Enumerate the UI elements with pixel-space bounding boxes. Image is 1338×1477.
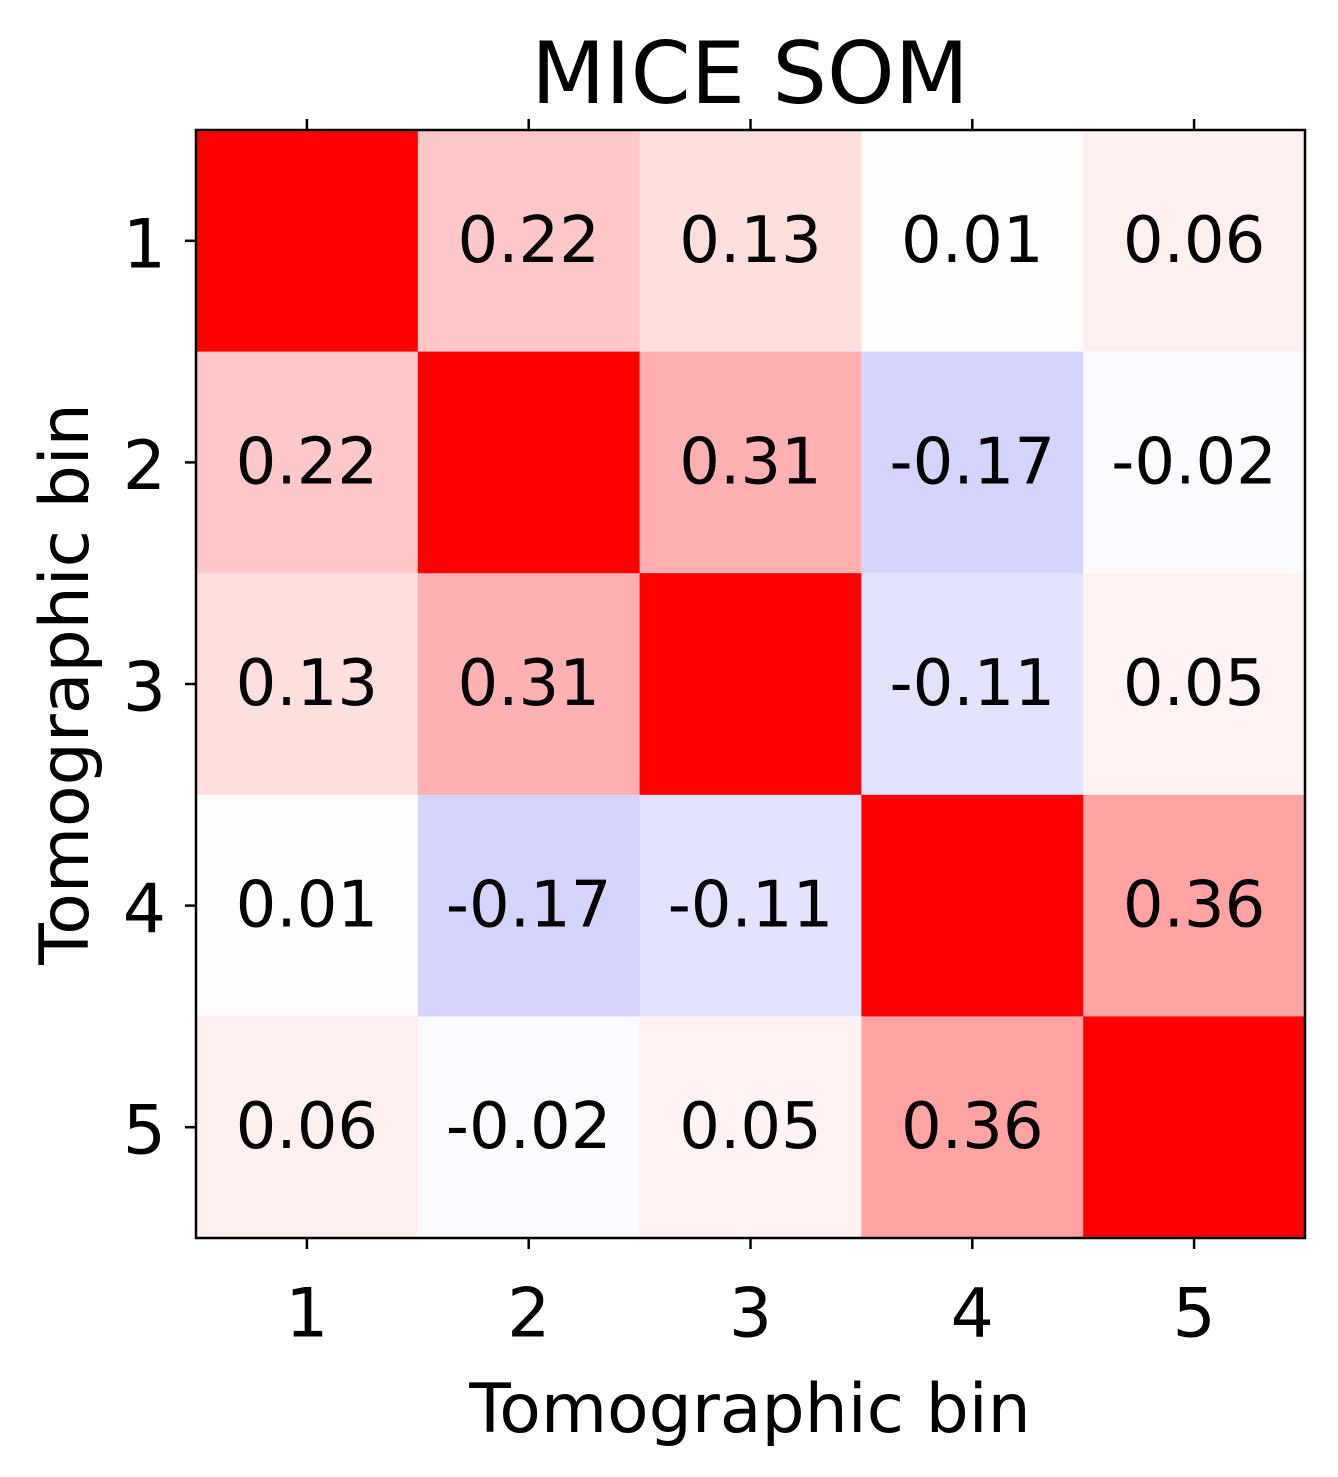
x-tick-label: 2 bbox=[507, 1275, 550, 1354]
y-tick-label: 4 bbox=[123, 870, 166, 949]
cell-value-label: 0.05 bbox=[1123, 647, 1266, 721]
heatmap-cell-1-1 bbox=[196, 130, 419, 353]
heatmap-cells: 0.22 0.13 0.01 0.06 0.22 0.31 -0.17 -0.02 0.13 0.… bbox=[196, 130, 1306, 1239]
heatmap-cell-1-2 bbox=[417, 130, 641, 353]
x-tick-label: 5 bbox=[1172, 1275, 1215, 1354]
cell-value-label: 0.13 bbox=[236, 647, 379, 721]
heatmap-cell-2-1 bbox=[196, 351, 419, 574]
heatmap-cell-1-4 bbox=[861, 130, 1084, 353]
cell-value-label: -0.02 bbox=[446, 1090, 612, 1164]
cell-value-label: 0.36 bbox=[901, 1090, 1044, 1164]
heatmap-cell-2-3 bbox=[639, 351, 862, 574]
chart-title: MICE SOM bbox=[531, 24, 969, 124]
cell-value-label: 0.31 bbox=[457, 647, 600, 721]
cell-value-label: 0.36 bbox=[1123, 869, 1266, 943]
heatmap-cell-4-2 bbox=[417, 794, 641, 1017]
heatmap-cell-5-2 bbox=[417, 1016, 641, 1239]
heatmap-cell-4-5 bbox=[1083, 794, 1306, 1017]
heatmap-cell-3-3 bbox=[639, 573, 862, 796]
cell-value-label: -0.02 bbox=[1111, 425, 1277, 499]
heatmap-cell-5-3 bbox=[639, 1016, 862, 1239]
cell-value-label: 0.01 bbox=[901, 204, 1044, 278]
heatmap-cell-2-4 bbox=[861, 351, 1084, 574]
heatmap-cell-4-1 bbox=[196, 794, 419, 1017]
y-tick-label: 2 bbox=[123, 427, 166, 506]
cell-value-label: -0.17 bbox=[890, 425, 1056, 499]
heatmap-cell-1-5 bbox=[1083, 130, 1306, 353]
cell-value-label: -0.17 bbox=[446, 869, 612, 943]
heatmap-cell-3-2 bbox=[417, 573, 641, 796]
x-axis-label: Tomographic bin bbox=[468, 1370, 1031, 1449]
x-tick-label: 1 bbox=[285, 1275, 328, 1354]
x-tick-label: 3 bbox=[729, 1275, 772, 1354]
heatmap-cell-2-5 bbox=[1083, 351, 1306, 574]
cell-value-label: 0.06 bbox=[236, 1090, 379, 1164]
cell-value-label: 0.22 bbox=[236, 425, 379, 499]
x-tick-label: 4 bbox=[951, 1275, 994, 1354]
cell-value-label: -0.11 bbox=[668, 869, 834, 943]
cell-value-label: 0.01 bbox=[236, 869, 379, 943]
heatmap-cell-3-1 bbox=[196, 573, 419, 796]
heatmap-cell-3-4 bbox=[861, 573, 1084, 796]
heatmap-cell-4-3 bbox=[639, 794, 862, 1017]
heatmap-cell-3-5 bbox=[1083, 573, 1306, 796]
axis-ticks: 1 2 3 4 5 1 2 3 4 5 bbox=[123, 119, 1216, 1354]
cell-value-label: 0.13 bbox=[679, 204, 822, 278]
heatmap-cell-5-5 bbox=[1083, 1016, 1306, 1239]
y-axis-label: Tomographic bin bbox=[26, 403, 105, 966]
heatmap-cell-5-1 bbox=[196, 1016, 419, 1239]
heatmap-cell-1-3 bbox=[639, 130, 862, 353]
y-tick-label: 1 bbox=[123, 205, 166, 284]
cell-value-label: 0.31 bbox=[679, 425, 822, 499]
y-tick-label: 5 bbox=[123, 1092, 166, 1171]
heatmap-cell-2-2 bbox=[417, 351, 641, 574]
cell-value-label: -0.11 bbox=[890, 647, 1056, 721]
cell-value-label: 0.05 bbox=[679, 1090, 822, 1164]
heatmap-cell-4-4 bbox=[861, 794, 1084, 1017]
heatmap-cell-5-4 bbox=[861, 1016, 1084, 1239]
y-tick-label: 3 bbox=[123, 649, 166, 728]
cell-value-label: 0.22 bbox=[457, 204, 600, 278]
plot-frame bbox=[194, 128, 1307, 1240]
cell-value-label: 0.06 bbox=[1123, 204, 1266, 278]
